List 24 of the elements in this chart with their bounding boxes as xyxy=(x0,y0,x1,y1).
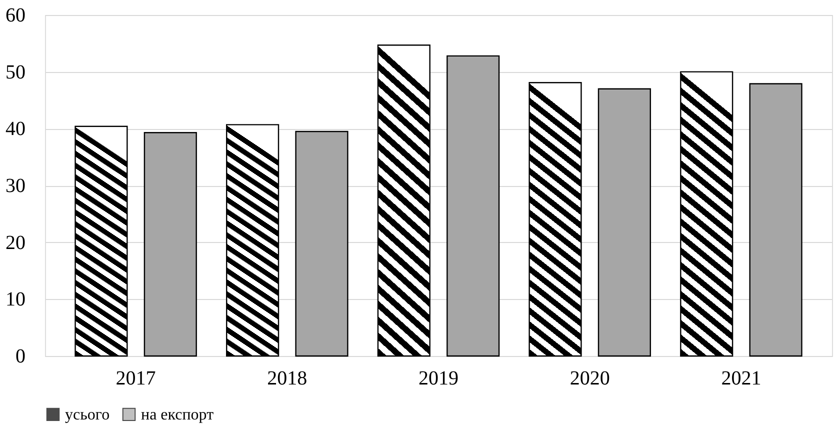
y-tick-label: 50 xyxy=(6,61,26,84)
y-tick-label: 30 xyxy=(6,175,26,197)
x-tick-label: 2021 xyxy=(721,368,762,390)
y-tick-label: 10 xyxy=(6,288,26,311)
bar xyxy=(749,83,802,357)
bar xyxy=(528,82,582,357)
bar xyxy=(598,88,651,357)
x-tick-label: 2020 xyxy=(570,368,610,390)
legend-label: усього xyxy=(65,406,110,424)
bar xyxy=(226,124,280,357)
bar xyxy=(74,126,128,357)
y-tick-label: 40 xyxy=(6,118,26,140)
y-tick-label: 60 xyxy=(6,4,26,26)
x-tick-label: 2017 xyxy=(116,368,156,390)
x-tick-label: 2018 xyxy=(267,368,308,390)
bar xyxy=(377,44,430,357)
y-tick-label: 20 xyxy=(6,232,26,254)
x-tick-label: 2019 xyxy=(418,368,458,390)
y-tick-label: 0 xyxy=(16,346,26,368)
bar xyxy=(680,71,734,357)
legend-label: на експорт xyxy=(141,406,214,424)
bar xyxy=(295,130,348,357)
bar xyxy=(446,55,500,357)
bar xyxy=(144,132,197,357)
